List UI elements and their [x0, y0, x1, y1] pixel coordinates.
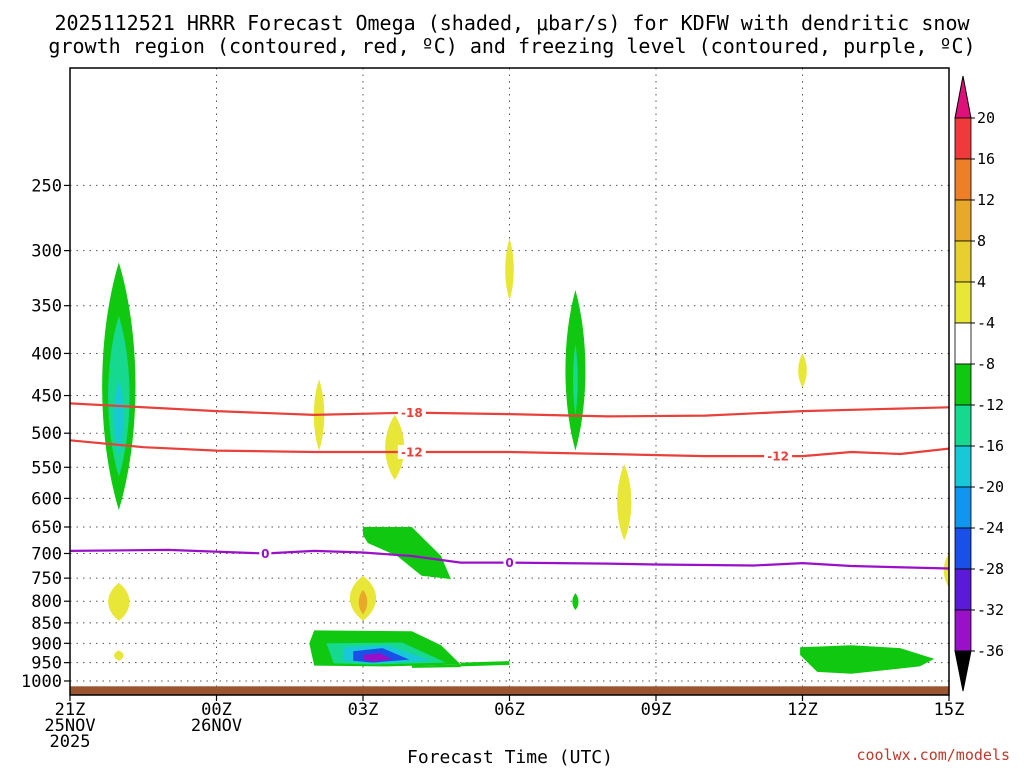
omega-patch	[363, 653, 393, 662]
colorbar-tick-label: -28	[977, 560, 1004, 578]
colorbar-segment	[954, 568, 972, 611]
x-axis-label: Forecast Time (UTC)	[407, 747, 613, 768]
y-tick-label: 700	[31, 544, 62, 564]
colorbar-top-arrow	[954, 75, 972, 119]
colorbar-segment	[954, 609, 972, 652]
omega-cell	[573, 344, 578, 415]
colorbar-bottom-arrow	[954, 650, 972, 692]
y-tick-label: 1000	[21, 672, 62, 692]
colorbar-segment	[954, 281, 972, 324]
colorbar-segment	[954, 117, 972, 160]
colorbar-segment	[954, 199, 972, 242]
contour-label: 0	[505, 556, 513, 570]
omega-shading	[102, 238, 949, 674]
ground-terrain	[70, 686, 949, 695]
y-tick-label: 550	[31, 458, 62, 478]
colorbar-tick-label: -4	[977, 314, 995, 332]
x-tick-label: 15Z	[934, 700, 965, 720]
omega-cell	[114, 650, 124, 661]
omega-cell	[358, 589, 368, 615]
colorbar-segment	[954, 486, 972, 529]
colorbar-tick-label: 16	[977, 150, 995, 168]
contour-label: -12	[767, 450, 789, 464]
x-tick-label: 03Z	[348, 700, 379, 720]
omega-cell	[798, 353, 807, 388]
y-tick-label: 850	[31, 614, 62, 634]
y-tick-label: 400	[31, 344, 62, 364]
contour-label-bg	[259, 546, 272, 561]
contour-label-bg	[764, 449, 793, 464]
omega-cell	[505, 238, 514, 301]
contour-line	[70, 439, 949, 458]
omega-cell	[572, 593, 579, 611]
x-tick-label: 09Z	[641, 700, 672, 720]
omega-patch	[363, 527, 451, 580]
y-tick-label: 500	[31, 424, 62, 444]
colorbar-segment	[954, 527, 972, 570]
y-tick-label: 950	[31, 654, 62, 674]
credit-text: coolwx.com/models	[856, 746, 1010, 764]
contour-line	[70, 548, 949, 570]
chart-title-line1: 2025112521 HRRR Forecast Omega (shaded, …	[54, 11, 970, 35]
colorbar-legend: 20 16 12 8 4 -4 -8 -12 -16 -20 -24 -28 -32 -36	[954, 75, 1004, 692]
contour-label-bg	[397, 405, 426, 420]
contour-label-bg	[503, 555, 516, 570]
colorbar-tick-label: 8	[977, 232, 986, 250]
colorbar-segment	[954, 445, 972, 488]
colorbar-tick-label: -32	[977, 601, 1004, 619]
colorbar-tick-label: -36	[977, 642, 1004, 660]
omega-patch	[460, 661, 510, 667]
contour-label: 0	[261, 547, 269, 561]
y-tick-label: 900	[31, 634, 62, 654]
omega-cell	[943, 553, 949, 588]
y-axis-pressure: 2503003504004505005506006507007508008509…	[21, 176, 70, 692]
colorbar-segment	[954, 404, 972, 447]
y-tick-label: 450	[31, 387, 62, 407]
colorbar-tick-label: -20	[977, 478, 1004, 496]
contour-label: -18	[401, 406, 423, 420]
chart-title-line2: growth region (contoured, red, ºC) and f…	[48, 34, 975, 58]
omega-patch	[800, 645, 935, 674]
y-tick-label: 600	[31, 489, 62, 509]
y-tick-label: 350	[31, 297, 62, 317]
x-tick-label: 12Z	[787, 700, 818, 720]
colorbar-tick-label: -16	[977, 437, 1004, 455]
y-tick-label: 300	[31, 242, 62, 262]
colorbar-tick-label: 12	[977, 191, 995, 209]
colorbar-tick-label: -24	[977, 519, 1004, 537]
omega-cell	[114, 379, 124, 455]
y-tick-label: 800	[31, 592, 62, 612]
colorbar-tick-label: 20	[977, 109, 995, 127]
colorbar-tick-label: -8	[977, 355, 995, 373]
contour-label-bg	[397, 445, 426, 460]
colorbar-segment	[954, 240, 972, 283]
omega-cell	[385, 414, 405, 481]
colorbar-tick-label: 4	[977, 273, 986, 291]
x-tick-label: 2025	[50, 732, 91, 752]
colorbar-segment	[954, 363, 972, 406]
contour-label: -12	[401, 446, 423, 460]
omega-patch	[411, 664, 461, 668]
y-tick-label: 750	[31, 569, 62, 589]
colorbar-segment	[954, 158, 972, 201]
colorbar-tick-label: -12	[977, 396, 1004, 414]
terrain-layer	[70, 686, 949, 695]
omega-cell	[108, 582, 130, 621]
x-tick-label: 00Z	[201, 700, 232, 720]
x-tick-label: 25NOV	[44, 716, 95, 736]
x-tick-label: 06Z	[494, 700, 525, 720]
contour-line	[70, 402, 949, 418]
temperature-contours: -18 -12 -12 0 0	[70, 402, 949, 570]
x-tick-label: 21Z	[55, 700, 86, 720]
colorbar-segment	[954, 322, 972, 365]
y-tick-label: 250	[31, 176, 62, 196]
omega-cell	[617, 464, 632, 541]
x-tick-label: 26NOV	[191, 716, 242, 736]
y-tick-label: 650	[31, 518, 62, 538]
